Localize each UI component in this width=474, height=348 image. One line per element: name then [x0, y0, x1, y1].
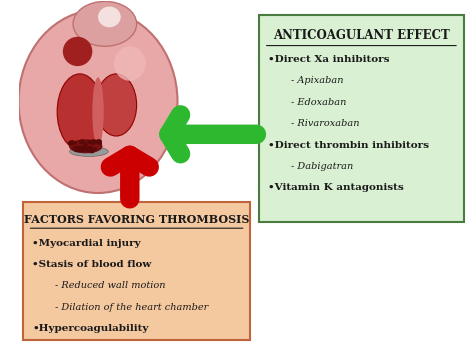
- Circle shape: [83, 147, 91, 152]
- Circle shape: [88, 146, 93, 150]
- Circle shape: [73, 146, 79, 150]
- Circle shape: [87, 146, 91, 149]
- Circle shape: [86, 141, 91, 143]
- Circle shape: [77, 145, 83, 150]
- Circle shape: [73, 146, 77, 150]
- Text: •Vitamin K antagonists: •Vitamin K antagonists: [268, 183, 404, 192]
- Text: FACTORS FAVORING THROMBOSIS: FACTORS FAVORING THROMBOSIS: [24, 214, 249, 225]
- Text: •Myocardial injury: •Myocardial injury: [32, 239, 141, 247]
- Text: - Rivaroxaban: - Rivaroxaban: [291, 119, 359, 128]
- Circle shape: [78, 147, 85, 152]
- Text: •Direct Xa inhibitors: •Direct Xa inhibitors: [268, 55, 390, 64]
- FancyBboxPatch shape: [23, 201, 250, 340]
- Circle shape: [95, 139, 102, 144]
- Circle shape: [86, 148, 91, 151]
- Text: - Dabigatran: - Dabigatran: [291, 162, 353, 171]
- Text: ANTICOAGULANT EFFECT: ANTICOAGULANT EFFECT: [273, 29, 450, 42]
- Text: - Apixaban: - Apixaban: [291, 76, 344, 85]
- Circle shape: [82, 142, 86, 145]
- Circle shape: [79, 146, 84, 150]
- Circle shape: [77, 148, 83, 152]
- Text: - Edoxaban: - Edoxaban: [291, 98, 346, 107]
- Circle shape: [93, 147, 98, 150]
- Circle shape: [87, 148, 91, 151]
- Circle shape: [70, 140, 75, 145]
- Ellipse shape: [96, 74, 137, 136]
- Ellipse shape: [69, 140, 102, 153]
- Circle shape: [91, 142, 94, 145]
- Text: - Dilation of the heart chamber: - Dilation of the heart chamber: [55, 303, 208, 312]
- Text: •Hypercoagulability: •Hypercoagulability: [32, 324, 148, 333]
- Circle shape: [68, 141, 74, 145]
- Ellipse shape: [114, 46, 146, 81]
- Ellipse shape: [18, 10, 177, 193]
- Circle shape: [87, 140, 92, 144]
- Circle shape: [98, 142, 102, 145]
- Circle shape: [73, 142, 77, 145]
- Circle shape: [90, 139, 97, 144]
- Text: •Direct thrombin inhibitors: •Direct thrombin inhibitors: [268, 141, 429, 150]
- Ellipse shape: [57, 74, 102, 150]
- Text: •Stasis of blood flow: •Stasis of blood flow: [32, 260, 151, 269]
- Ellipse shape: [98, 7, 121, 27]
- Circle shape: [84, 144, 88, 147]
- Circle shape: [81, 146, 86, 150]
- Ellipse shape: [73, 1, 137, 46]
- Circle shape: [88, 148, 95, 153]
- Ellipse shape: [92, 77, 104, 147]
- Circle shape: [81, 148, 86, 152]
- Ellipse shape: [70, 147, 108, 156]
- Circle shape: [70, 140, 74, 144]
- Text: - Reduced wall motion: - Reduced wall motion: [55, 282, 165, 290]
- Circle shape: [74, 149, 79, 152]
- FancyBboxPatch shape: [259, 15, 464, 222]
- Circle shape: [79, 139, 85, 144]
- Ellipse shape: [63, 37, 92, 66]
- Circle shape: [79, 146, 86, 151]
